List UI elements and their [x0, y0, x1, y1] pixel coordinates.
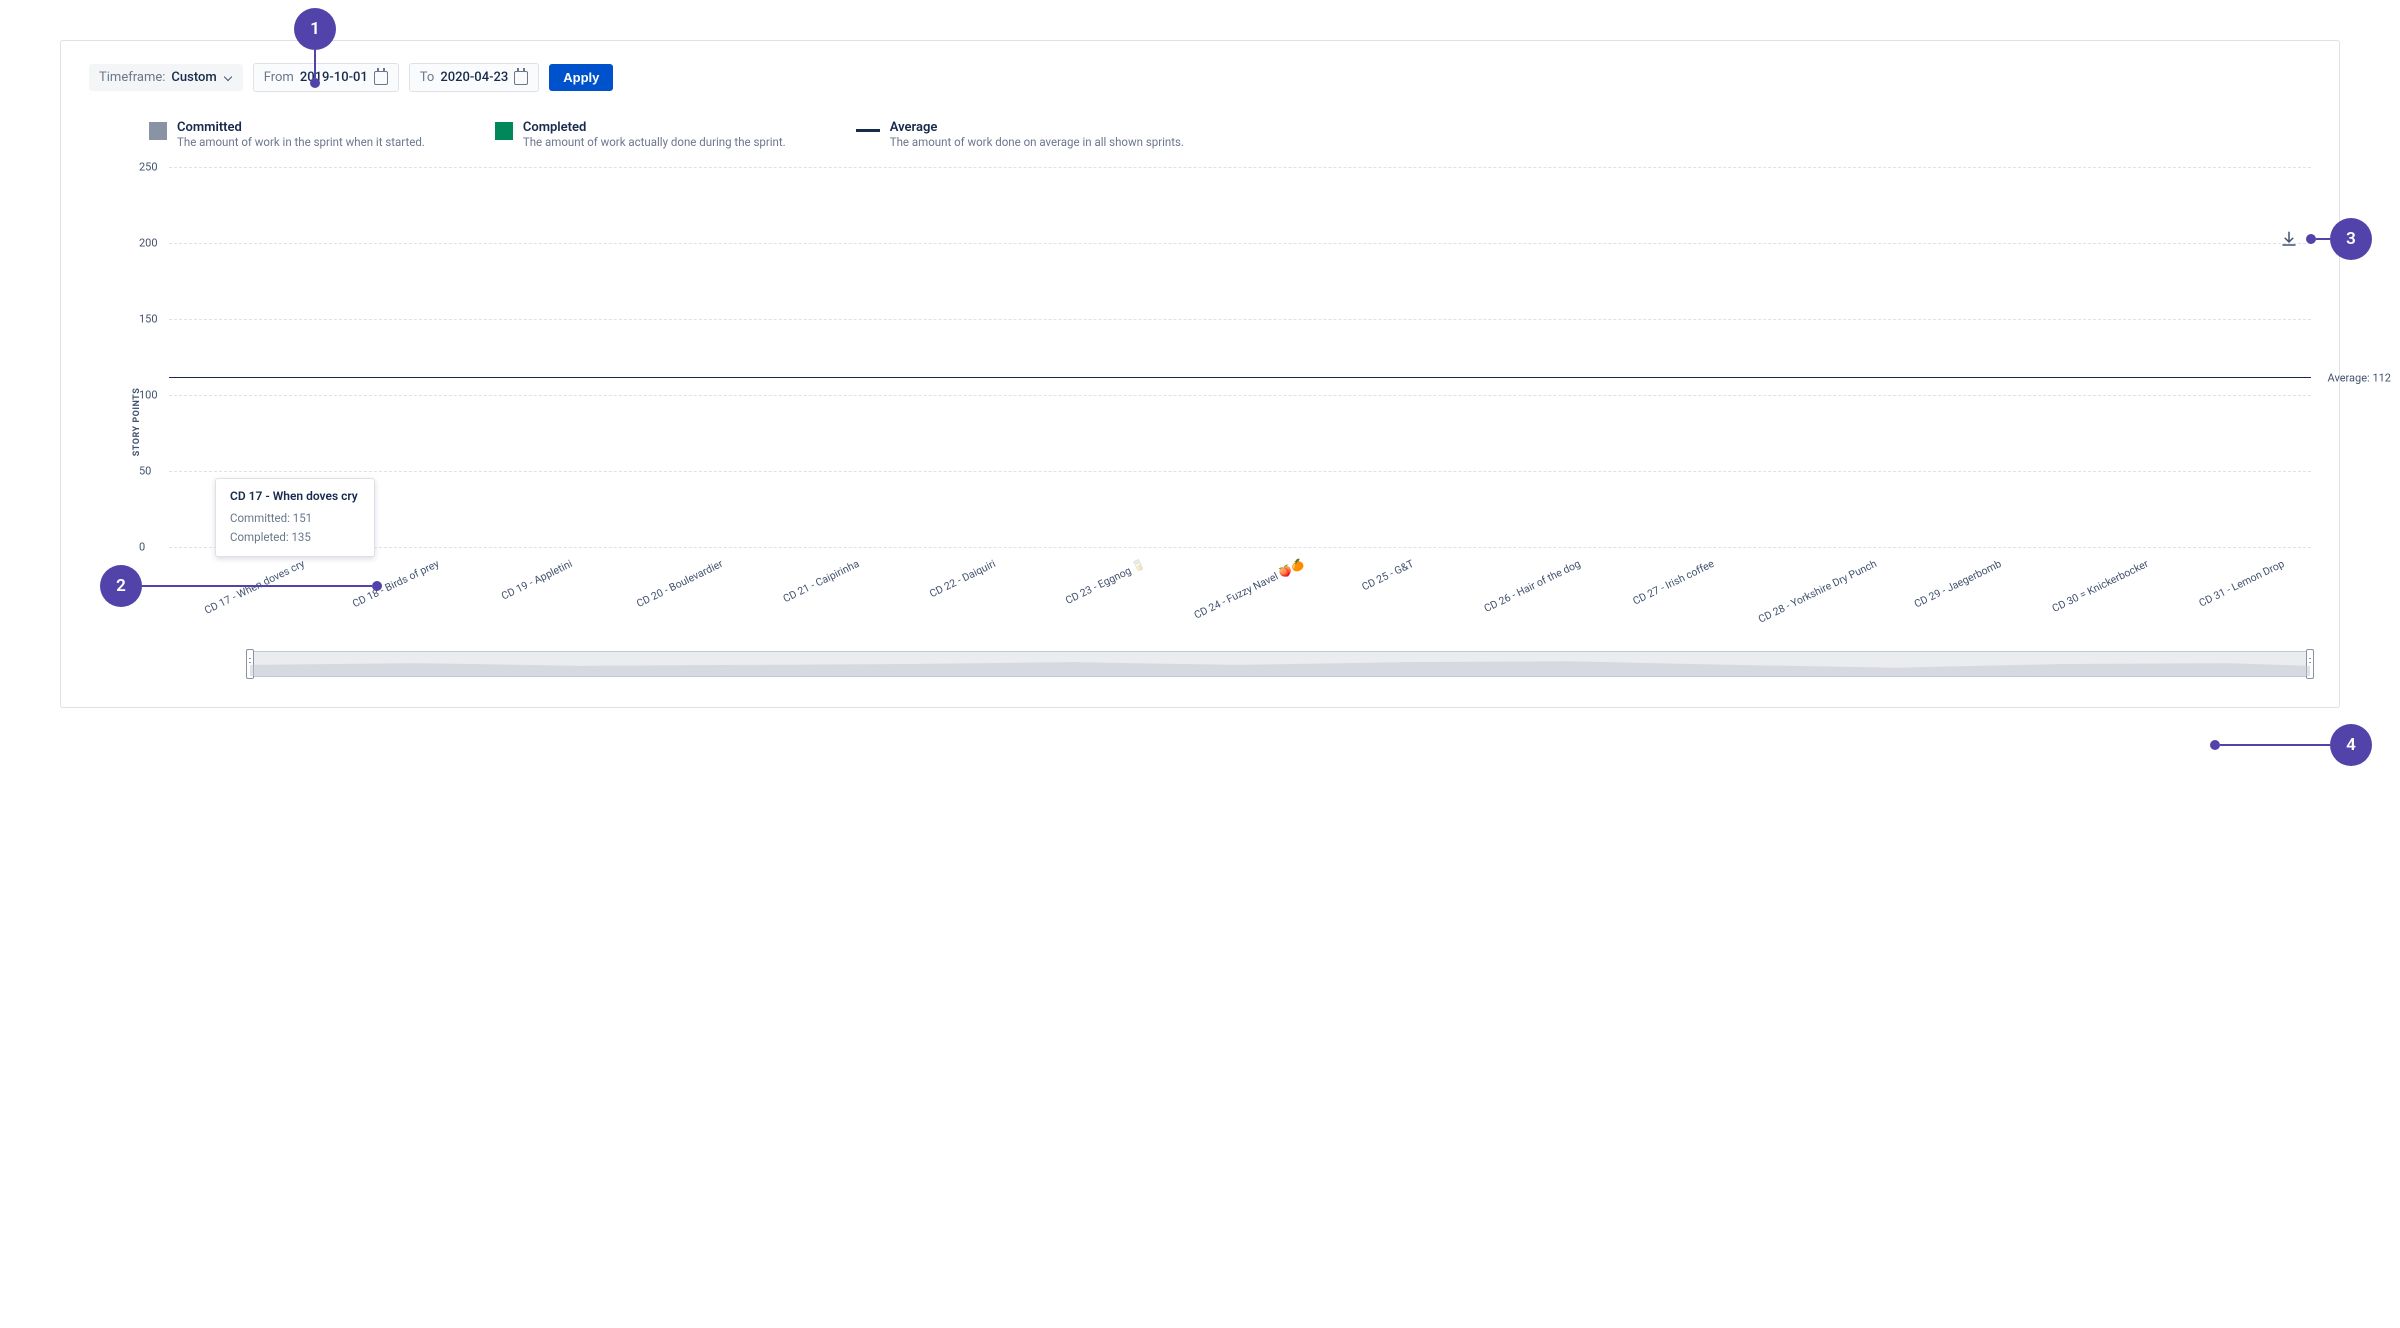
callout-2: 2: [100, 565, 142, 607]
x-axis-label: CD 18 - Birds of prey: [350, 557, 441, 610]
calendar-icon: [374, 71, 388, 85]
callout-4-dot: [2210, 740, 2220, 750]
report-frame: Timeframe: Custom From 2019-10-01 To 202…: [60, 40, 2340, 708]
legend-completed: Completed The amount of work actually do…: [495, 120, 786, 149]
plot-area: CD 17 - When doves cry Committed: 151Comp…: [169, 167, 2311, 547]
y-tick: 200: [139, 237, 158, 250]
legend-completed-desc: The amount of work actually done during …: [523, 135, 786, 149]
x-axis-label: CD 31 - Lemon Drop: [2197, 557, 2287, 610]
x-axis-label: CD 23 - Eggnog 🥛: [1063, 557, 1147, 607]
timeframe-dropdown[interactable]: Timeframe: Custom: [89, 64, 243, 91]
legend: Committed The amount of work in the spri…: [89, 120, 2311, 149]
chevron-down-icon: [223, 73, 233, 83]
x-axis-label: CD 22 - Daiquiri: [927, 557, 997, 600]
average-label: Average: 112: [2328, 371, 2391, 384]
bars-layer: CD 17 - When doves cry Committed: 151Comp…: [169, 167, 2311, 547]
legend-average-swatch: [856, 129, 880, 132]
x-axis-label: CD 29 - Jaegerbomb: [1912, 557, 2003, 610]
y-tick: 50: [139, 465, 151, 478]
legend-committed-title: Committed: [177, 120, 425, 135]
filter-bar: Timeframe: Custom From 2019-10-01 To 202…: [89, 63, 2311, 92]
callout-4: 4: [2330, 724, 2372, 766]
tooltip-title: CD 17 - When doves cry: [230, 489, 360, 503]
legend-committed-swatch: [149, 122, 167, 140]
to-date-input[interactable]: To 2020-04-23: [409, 63, 540, 92]
callout-1-dot: [310, 78, 320, 88]
tooltip-row: Completed: 135: [230, 528, 360, 546]
average-line: Average: 112: [169, 377, 2311, 378]
tooltip-row: Committed: 151: [230, 509, 360, 527]
from-date-input[interactable]: From 2019-10-01: [253, 63, 399, 92]
callout-3-line: [2316, 238, 2330, 240]
x-axis-label: CD 27 - Irish coffee: [1631, 557, 1717, 608]
calendar-icon: [514, 71, 528, 85]
timeframe-label: Timeframe:: [99, 70, 165, 85]
navigator-scrubber[interactable]: [249, 651, 2311, 677]
legend-completed-title: Completed: [523, 120, 786, 135]
x-axis-label: CD 26 - Hair of the dog: [1482, 557, 1583, 615]
timeframe-value: Custom: [171, 70, 216, 85]
x-axis-label: CD 25 - G&T: [1360, 557, 1416, 593]
legend-average-title: Average: [890, 120, 1184, 135]
x-axis-labels: CD 17 - When doves cryCD 18 - Birds of p…: [169, 551, 2311, 611]
y-tick: 150: [139, 313, 158, 326]
legend-average-desc: The amount of work done on average in al…: [890, 135, 1184, 149]
tooltip: CD 17 - When doves cry Committed: 151Comp…: [215, 478, 375, 557]
legend-committed-desc: The amount of work in the sprint when it…: [177, 135, 425, 149]
callout-3: 3: [2330, 218, 2372, 260]
callout-2-line: [142, 585, 372, 587]
y-tick: 0: [139, 541, 145, 554]
y-tick: 250: [139, 161, 158, 174]
x-axis-label: CD 21 - Caipirinha: [781, 557, 861, 605]
y-tick: 100: [139, 389, 158, 402]
callout-4-line: [2220, 744, 2330, 746]
to-value: 2020-04-23: [440, 70, 508, 85]
to-label: To: [420, 70, 435, 85]
apply-button[interactable]: Apply: [549, 64, 613, 91]
gridline: [169, 547, 2311, 548]
x-axis-label: CD 30 = Knickerbocker: [2050, 557, 2151, 615]
legend-committed: Committed The amount of work in the spri…: [149, 120, 425, 149]
from-label: From: [264, 70, 294, 85]
legend-average: Average The amount of work done on avera…: [856, 120, 1184, 149]
callout-1-line: [314, 50, 316, 78]
x-axis-label: CD 20 - Boulevardier: [634, 557, 725, 610]
x-axis-label: CD 24 - Fuzzy Navel 🍑🍊: [1192, 557, 1306, 622]
callout-3-dot: [2306, 234, 2316, 244]
x-axis-label: CD 28 - Yorkshire Dry Punch: [1756, 557, 1879, 626]
x-axis-label: CD 19 - Appletini: [499, 557, 574, 603]
callout-2-dot: [372, 581, 382, 591]
chart-container: STORY POINTS CD 17 - When doves cryCommi…: [89, 167, 2311, 677]
callout-1: 1: [294, 8, 336, 50]
legend-completed-swatch: [495, 122, 513, 140]
